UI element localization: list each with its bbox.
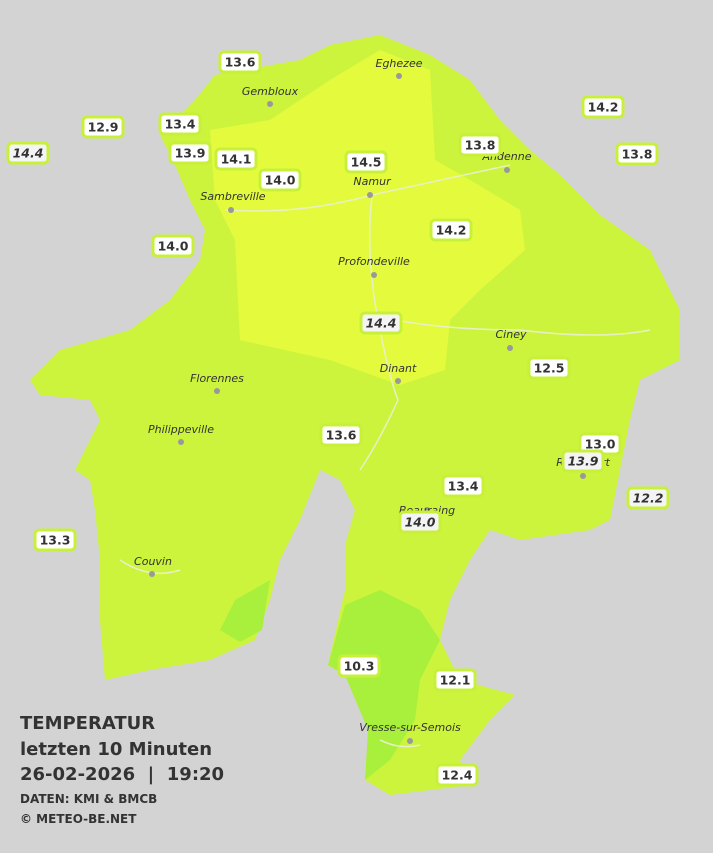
city-dot (149, 571, 155, 577)
cool-zone (328, 590, 440, 780)
temp-box (527, 356, 571, 380)
city-dot (407, 738, 413, 744)
city-dot (507, 345, 513, 351)
temp-box (319, 423, 363, 447)
temp-box (458, 133, 502, 157)
temp-label: 13.9 (568, 454, 599, 469)
temp-label: 12.9 (88, 120, 119, 135)
temp-label: 12.4 (442, 768, 473, 783)
city-dot (504, 167, 510, 173)
temp-box (433, 668, 477, 692)
temp-label: 14.0 (158, 239, 189, 254)
temp-box (344, 150, 388, 174)
temp-label: 13.3 (40, 533, 71, 548)
temp-label: 14.0 (265, 173, 296, 188)
labels: EghezeeGemblouxAndenneNamurSambrevillePr… (6, 50, 670, 787)
temp-label: 14.2 (436, 223, 467, 238)
temp-box (6, 141, 50, 165)
city-dot (367, 192, 373, 198)
temp-label: 10.3 (344, 659, 375, 674)
temp-label: 12.2 (633, 491, 664, 506)
temp-label: 13.6 (225, 55, 256, 70)
temp-label: 13.4 (165, 117, 196, 132)
temp-label: 12.1 (440, 673, 471, 688)
temp-label: 13.6 (326, 428, 357, 443)
temp-label: 14.4 (366, 316, 397, 331)
temp-box (626, 486, 670, 510)
period: letzten 10 Minuten (20, 739, 212, 760)
map-title: TEMPERATUR (20, 713, 155, 734)
temp-box (615, 142, 659, 166)
temp-box (218, 50, 262, 74)
temp-label: 14.5 (351, 155, 382, 170)
warm-zone (210, 50, 525, 385)
temp-box (435, 763, 479, 787)
temp-box (337, 654, 381, 678)
temp-box (359, 311, 403, 335)
city-dot (371, 272, 377, 278)
city-dot (580, 473, 586, 479)
city-name: Eghezee (376, 57, 423, 70)
temp-box (581, 95, 625, 119)
source: DATEN: KMI & BMCB (20, 792, 157, 806)
temp-label: 13.8 (622, 147, 653, 162)
city-dot (228, 207, 234, 213)
temp-box (561, 449, 605, 473)
city-name: Couvin (134, 555, 172, 568)
temp-label: 14.1 (221, 152, 252, 167)
city-name: Philippeville (148, 423, 214, 436)
city-dot (178, 439, 184, 445)
city-name: Ciney (496, 328, 527, 341)
temp-box (398, 510, 442, 534)
cool-zone (220, 580, 270, 642)
temp-label: 14.0 (405, 515, 436, 530)
temp-box (168, 141, 212, 165)
temp-box (214, 147, 258, 171)
temp-label: 13.0 (585, 437, 616, 452)
city-name: Vresse-sur-Semois (359, 721, 461, 734)
city-dot (395, 378, 401, 384)
city-name: Namur (353, 175, 392, 188)
temp-box (258, 168, 302, 192)
temp-box (429, 218, 473, 242)
temp-label: 13.4 (448, 479, 479, 494)
city-name: Florennes (190, 372, 244, 385)
city-name: Profondeville (338, 255, 410, 268)
temp-label: 13.8 (465, 138, 496, 153)
city-dot (267, 101, 273, 107)
city-name: Dinant (380, 362, 417, 375)
temp-label: 14.4 (13, 146, 44, 161)
temp-box (151, 234, 195, 258)
temp-box (81, 115, 125, 139)
temp-box (441, 474, 485, 498)
temp-box (33, 528, 77, 552)
city-dot (214, 388, 220, 394)
temp-label: 13.9 (175, 146, 206, 161)
copyright: © METEO-BE.NET (20, 812, 137, 826)
temp-label: 12.5 (534, 361, 565, 376)
city-name: Sambreville (200, 190, 265, 203)
city-dot (396, 73, 402, 79)
temp-box (158, 112, 202, 136)
temp-label: 14.2 (588, 100, 619, 115)
timestamp: 26-02-2026 | 19:20 (20, 764, 224, 785)
city-name: Gembloux (242, 85, 299, 98)
